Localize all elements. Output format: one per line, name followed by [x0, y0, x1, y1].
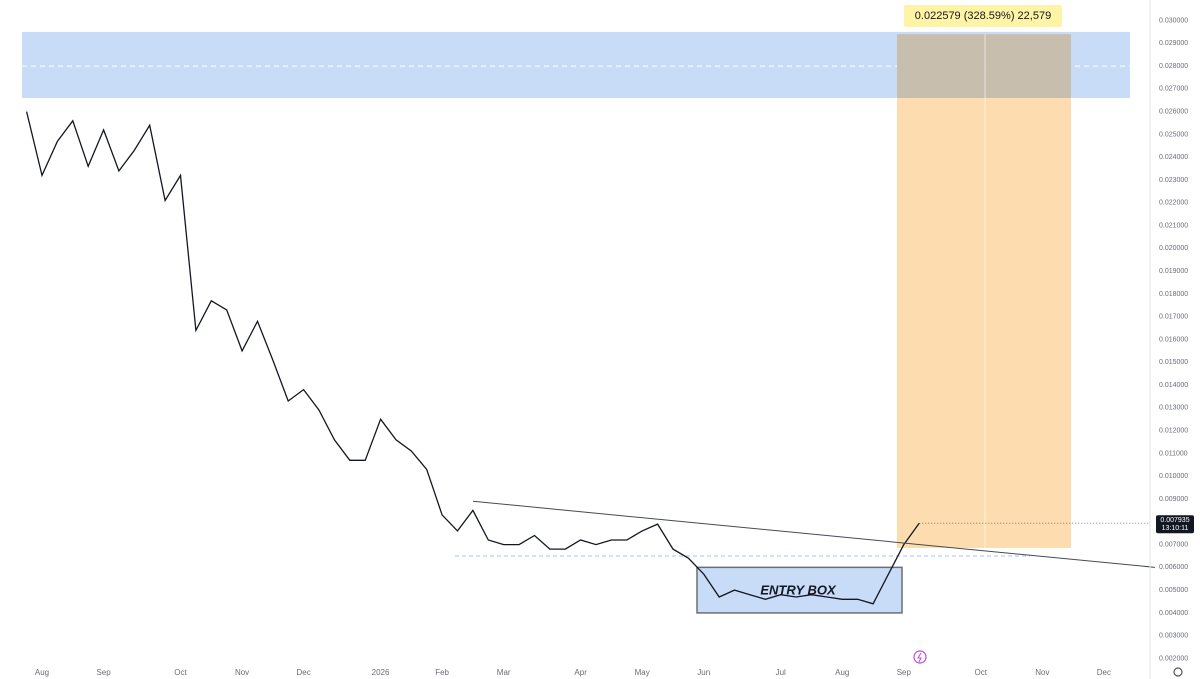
y-tick-label: 0.028000 — [1159, 63, 1188, 70]
position-label: 0.022579 (328.59%) 22,579 — [915, 10, 1051, 22]
x-tick-label: Mar — [497, 668, 511, 677]
y-tick-label: 0.021000 — [1159, 222, 1188, 229]
x-tick-label: Nov — [1035, 668, 1049, 677]
x-tick-label: Sep — [96, 668, 111, 677]
x-tick-label: Dec — [297, 668, 311, 677]
y-tick-label: 0.025000 — [1159, 131, 1188, 138]
y-tick-label: 0.027000 — [1159, 86, 1188, 93]
overlay: 0.022579 (328.59%) 22,579 ENTRY BOX — [472, 5, 1156, 597]
x-tick-label: Jun — [697, 668, 710, 677]
y-tick-label: 0.007000 — [1159, 541, 1188, 548]
alert-bolt — [917, 652, 922, 663]
x-tick-label: Apr — [574, 668, 587, 677]
x-tick-label: 2026 — [372, 668, 390, 677]
y-tick-label: 0.019000 — [1159, 268, 1188, 275]
x-tick-label: May — [635, 668, 650, 677]
x-tick-label: Jul — [776, 668, 786, 677]
last-price-label: 0.007935 — [1160, 517, 1189, 524]
y-tick-label: 0.011000 — [1159, 450, 1188, 457]
y-tick-label: 0.015000 — [1159, 359, 1188, 366]
y-tick-label: 0.010000 — [1159, 473, 1188, 480]
y-tick-label: 0.002000 — [1159, 655, 1188, 662]
y-tick-label: 0.018000 — [1159, 291, 1188, 298]
trendline — [472, 500, 1156, 568]
y-tick-label: 0.017000 — [1159, 314, 1188, 321]
y-tick-label: 0.024000 — [1159, 154, 1188, 161]
position-box — [897, 34, 1071, 548]
x-tick-label: Aug — [835, 668, 849, 677]
alert-icon[interactable] — [913, 650, 927, 664]
x-tick-label: Dec — [1097, 668, 1111, 677]
y-tick-label: 0.003000 — [1159, 633, 1188, 640]
x-tick-label: Oct — [975, 668, 988, 677]
plot — [25, 111, 920, 605]
entry-box — [696, 566, 903, 614]
y-tick-label: 0.005000 — [1159, 587, 1188, 594]
drawings — [22, 31, 1130, 614]
y-tick-label: 0.009000 — [1159, 496, 1188, 503]
y-tick-label: 0.006000 — [1159, 564, 1188, 571]
y-tick-label: 0.014000 — [1159, 382, 1188, 389]
settings-icon[interactable] — [1173, 667, 1183, 677]
position-overlap — [897, 34, 1071, 98]
y-tick-label: 0.030000 — [1159, 17, 1188, 24]
position-label-bg — [904, 5, 1062, 27]
y-tick-label: 0.012000 — [1159, 427, 1188, 434]
y-tick-label: 0.026000 — [1159, 108, 1188, 115]
x-tick-label: Oct — [174, 668, 187, 677]
y-tick-label: 0.023000 — [1159, 177, 1188, 184]
price-line — [25, 111, 920, 605]
y-tick-label: 0.020000 — [1159, 245, 1188, 252]
y-tick-label: 0.016000 — [1159, 336, 1188, 343]
x-tick-label: Aug — [35, 668, 49, 677]
entry-box-label: ENTRY BOX — [760, 582, 837, 597]
y-tick-label: 0.013000 — [1159, 405, 1188, 412]
countdown-label: 13:10:11 — [1162, 525, 1189, 532]
x-tick-label: Feb — [435, 668, 449, 677]
last-price-tag — [1156, 515, 1194, 534]
y-tick-label: 0.029000 — [1159, 40, 1188, 47]
y-tick-label: 0.004000 — [1159, 610, 1188, 617]
x-tick-label: Sep — [897, 668, 912, 677]
x-tick-label: Nov — [235, 668, 249, 677]
y-tick-label: 0.022000 — [1159, 200, 1188, 207]
